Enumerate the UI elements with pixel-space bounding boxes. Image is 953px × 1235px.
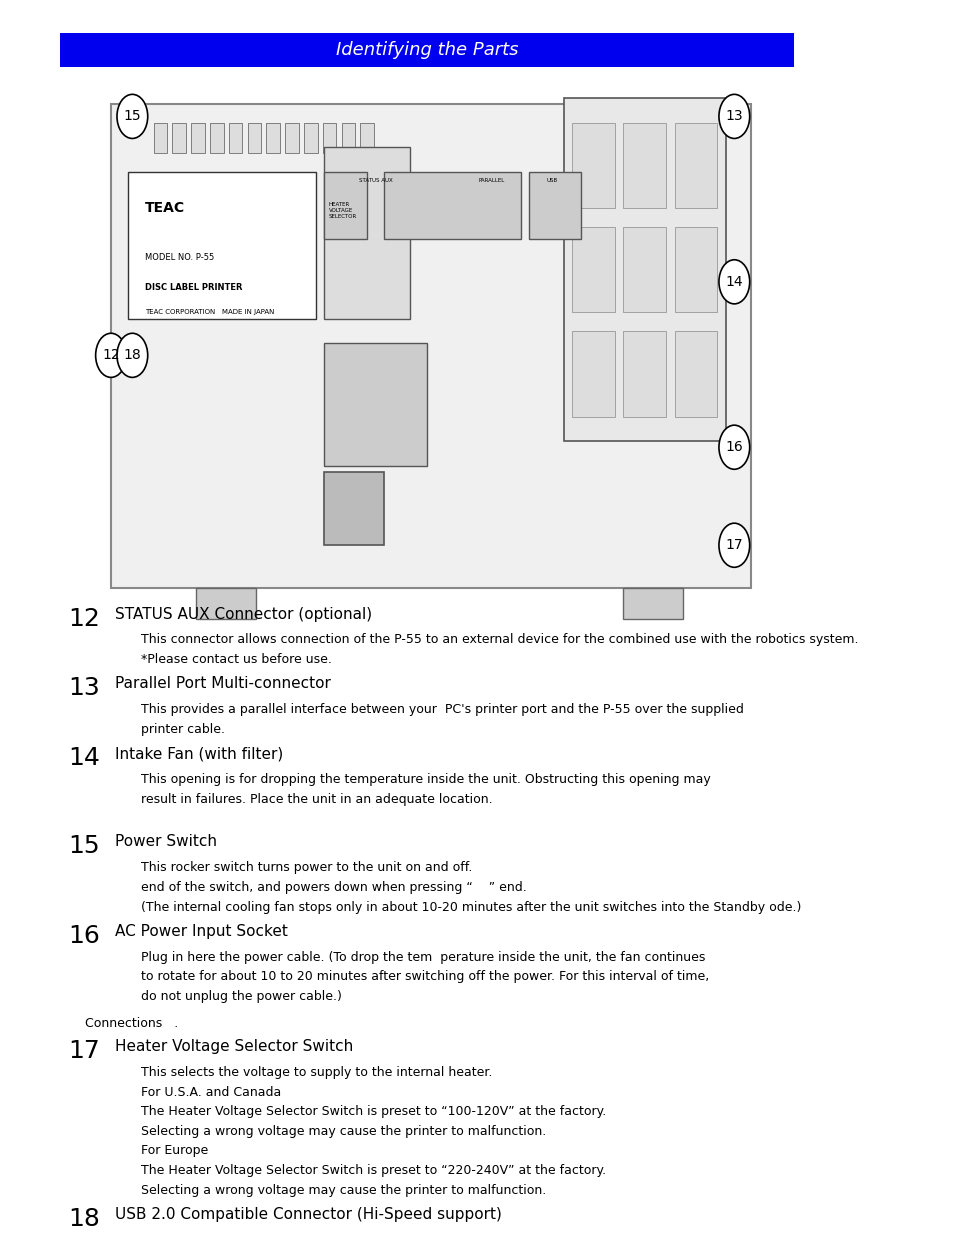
Bar (196, 588, 256, 619)
Bar (210, 122, 223, 153)
Text: 13: 13 (69, 677, 100, 700)
Circle shape (719, 524, 749, 567)
Text: Intake Fan (with filter): Intake Fan (with filter) (115, 746, 283, 761)
Text: 14: 14 (724, 275, 742, 289)
Bar (622, 227, 665, 312)
Text: result in failures. Place the unit in an adequate location.: result in failures. Place the unit in an… (141, 793, 492, 805)
Bar (674, 331, 717, 416)
Circle shape (117, 94, 148, 138)
Bar (674, 122, 717, 209)
Text: 13: 13 (724, 110, 742, 124)
Bar (322, 122, 336, 153)
Circle shape (117, 333, 148, 378)
Text: 15: 15 (69, 835, 100, 858)
FancyBboxPatch shape (128, 172, 315, 319)
Text: PARALLEL: PARALLEL (477, 178, 504, 183)
Text: The Heater Voltage Selector Switch is preset to “100-120V” at the factory.: The Heater Voltage Selector Switch is pr… (141, 1105, 605, 1118)
Text: STATUS AUX Connector (optional): STATUS AUX Connector (optional) (115, 606, 372, 621)
Text: Power Switch: Power Switch (115, 835, 217, 850)
Text: TEAC: TEAC (145, 201, 185, 215)
Text: For U.S.A. and Canada: For U.S.A. and Canada (141, 1086, 281, 1099)
Text: 16: 16 (69, 924, 100, 947)
Text: The Heater Voltage Selector Switch is preset to “220-240V” at the factory.: The Heater Voltage Selector Switch is pr… (141, 1165, 605, 1177)
Text: Connections   .: Connections . (86, 1016, 178, 1030)
Text: 12: 12 (69, 606, 100, 631)
Text: Selecting a wrong voltage may cause the printer to malfunction.: Selecting a wrong voltage may cause the … (141, 1125, 545, 1137)
Circle shape (95, 333, 126, 378)
Bar (191, 122, 205, 153)
FancyBboxPatch shape (563, 98, 725, 441)
Bar (572, 331, 614, 416)
Text: This connector allows connection of the P-55 to an external device for the combi: This connector allows connection of the … (141, 634, 858, 646)
Text: 18: 18 (123, 348, 141, 362)
Bar (153, 122, 167, 153)
Bar (341, 122, 355, 153)
Bar (304, 122, 317, 153)
Text: printer cable.: printer cable. (141, 722, 225, 736)
Text: HEATER
VOLTAGE
SELECTOR: HEATER VOLTAGE SELECTOR (329, 203, 356, 219)
FancyBboxPatch shape (324, 147, 410, 319)
Text: STATUS AUX: STATUS AUX (358, 178, 392, 183)
Circle shape (719, 94, 749, 138)
Text: DISC LABEL PRINTER: DISC LABEL PRINTER (145, 284, 242, 293)
Circle shape (719, 425, 749, 469)
Text: 14: 14 (69, 746, 100, 771)
Text: 17: 17 (69, 1039, 100, 1063)
Text: to rotate for about 10 to 20 minutes after switching off the power. For this int: to rotate for about 10 to 20 minutes aft… (141, 971, 708, 983)
Bar (266, 122, 280, 153)
Text: For Europe: For Europe (141, 1145, 208, 1157)
Bar (622, 122, 665, 209)
Circle shape (719, 259, 749, 304)
Text: Heater Voltage Selector Switch: Heater Voltage Selector Switch (115, 1039, 354, 1053)
Text: Selecting a wrong voltage may cause the printer to malfunction.: Selecting a wrong voltage may cause the … (141, 1183, 545, 1197)
Text: 12: 12 (102, 348, 120, 362)
FancyBboxPatch shape (529, 172, 580, 238)
FancyBboxPatch shape (384, 172, 520, 238)
Text: This rocker switch turns power to the unit on and off.: This rocker switch turns power to the un… (141, 861, 472, 874)
Text: Plug in here the power cable. (To drop the tem  perature inside the unit, the fa: Plug in here the power cable. (To drop t… (141, 951, 704, 963)
Bar (674, 227, 717, 312)
Text: TEAC CORPORATION   MADE IN JAPAN: TEAC CORPORATION MADE IN JAPAN (145, 310, 274, 315)
Text: This selects the voltage to supply to the internal heater.: This selects the voltage to supply to th… (141, 1066, 492, 1079)
Text: This opening is for dropping the temperature inside the unit. Obstructing this o: This opening is for dropping the tempera… (141, 773, 710, 787)
Text: This provides a parallel interface between your  PC's printer port and the P-55 : This provides a parallel interface betwe… (141, 703, 743, 716)
Text: do not unplug the power cable.): do not unplug the power cable.) (141, 990, 341, 1003)
Text: 16: 16 (724, 440, 742, 454)
Bar (285, 122, 298, 153)
Text: 17: 17 (724, 538, 742, 552)
Text: Parallel Port Multi-connector: Parallel Port Multi-connector (115, 677, 331, 692)
FancyBboxPatch shape (60, 33, 793, 68)
Bar (172, 122, 186, 153)
Bar (622, 588, 682, 619)
FancyBboxPatch shape (324, 343, 427, 466)
FancyBboxPatch shape (324, 172, 367, 238)
Text: Identifying the Parts: Identifying the Parts (335, 41, 517, 59)
FancyBboxPatch shape (111, 104, 751, 588)
Bar (572, 227, 614, 312)
Text: USB: USB (546, 178, 557, 183)
Bar (360, 122, 374, 153)
Bar (248, 122, 261, 153)
Bar (622, 331, 665, 416)
Text: (The internal cooling fan stops only in about 10-20 minutes after the unit switc: (The internal cooling fan stops only in … (141, 900, 801, 914)
Text: 18: 18 (69, 1207, 100, 1231)
Text: USB 2.0 Compatible Connector (Hi-Speed support): USB 2.0 Compatible Connector (Hi-Speed s… (115, 1207, 501, 1221)
Text: end of the switch, and powers down when pressing “    ” end.: end of the switch, and powers down when … (141, 881, 526, 894)
Bar (229, 122, 242, 153)
Text: MODEL NO. P-55: MODEL NO. P-55 (145, 253, 214, 262)
Text: *Please contact us before use.: *Please contact us before use. (141, 653, 332, 666)
FancyBboxPatch shape (324, 472, 384, 545)
Bar (572, 122, 614, 209)
Text: 15: 15 (123, 110, 141, 124)
Text: AC Power Input Socket: AC Power Input Socket (115, 924, 288, 939)
